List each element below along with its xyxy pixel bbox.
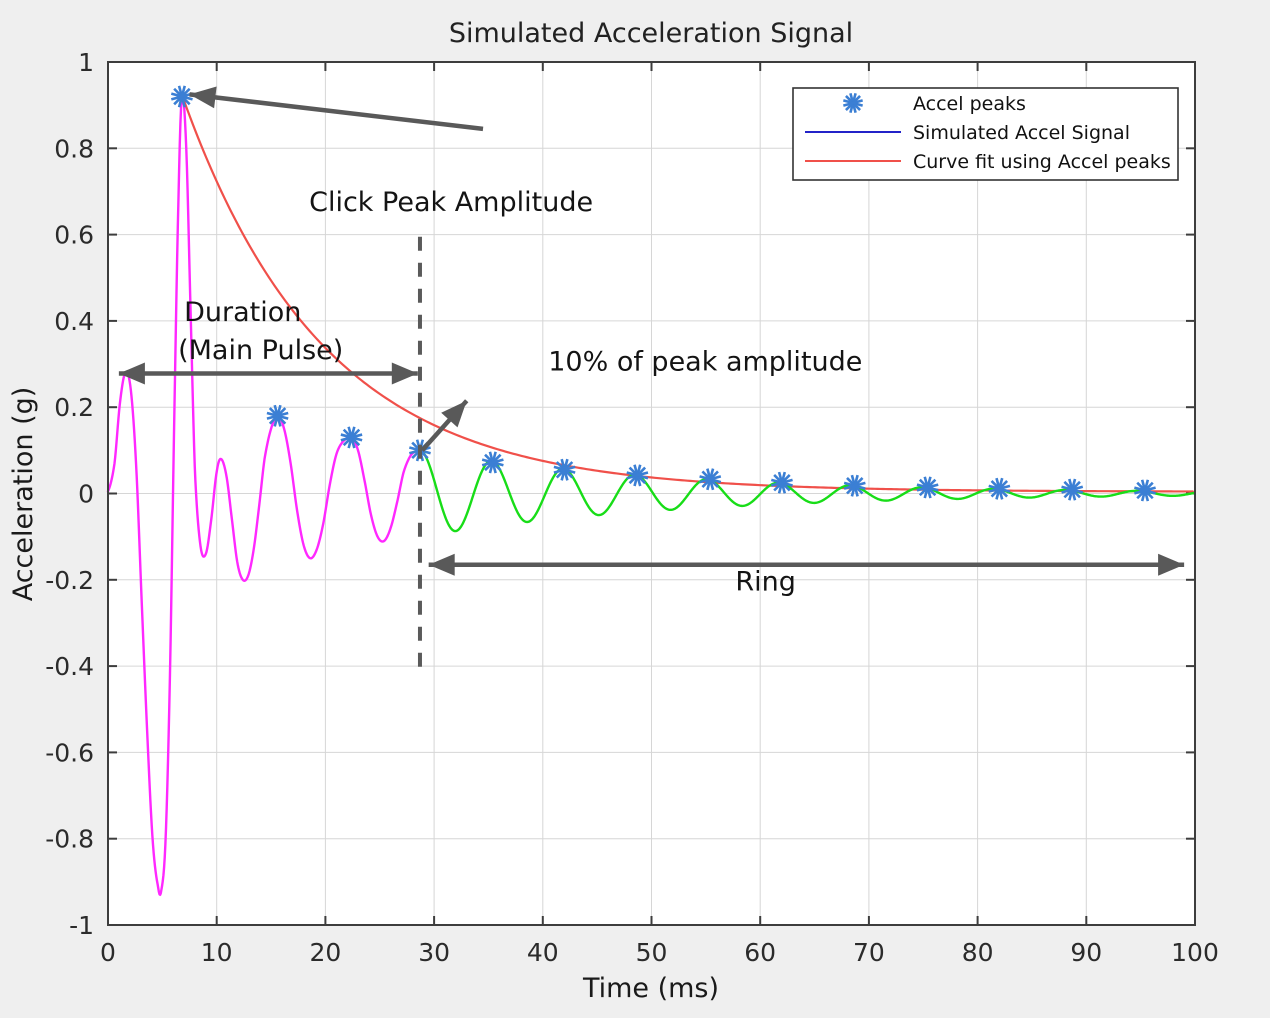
x-axis-label: Time (ms)	[582, 973, 719, 1004]
accel-peak-markers	[170, 85, 1156, 502]
y-tick-label: -0.8	[45, 825, 94, 854]
accel-peak-marker	[1134, 479, 1156, 502]
accel-peak-marker	[266, 404, 289, 427]
accel-peak-marker	[843, 474, 866, 497]
legend-item[interactable]: Curve fit using Accel peaks	[805, 151, 1171, 173]
annotation-ten-percent-peak: 10% of peak amplitude	[420, 347, 862, 452]
x-tick-label: 30	[418, 938, 450, 967]
accel-peak-marker	[988, 477, 1011, 500]
arrow-head	[391, 362, 418, 385]
x-tick-label: 20	[309, 938, 341, 967]
x-tick-label: 70	[853, 938, 885, 967]
x-tick-label: 80	[962, 938, 994, 967]
y-axis-tick-labels: -1 -0.8 -0.6 -0.4 -0.2 0 0.2 0.4 0.6 0.8 1	[45, 48, 94, 940]
accel-peak-marker	[1061, 478, 1084, 501]
x-tick-label: 60	[744, 938, 776, 967]
accel-peak-marker	[553, 458, 576, 481]
chart-title: Simulated Acceleration Signal	[449, 18, 853, 49]
y-tick-label: 0.8	[54, 134, 94, 163]
legend-item[interactable]: Simulated Accel Signal	[805, 122, 1130, 144]
annotation-click-peak-amplitude: Click Peak Amplitude	[189, 86, 593, 218]
annotations-layer: Click Peak Amplitude Duration (Main Pulse)…	[118, 86, 1185, 598]
legend-label: Curve fit using Accel peaks	[913, 151, 1171, 173]
arrow-head	[1158, 553, 1185, 576]
arrow-shaft	[189, 92, 484, 132]
y-tick-label: 1	[78, 48, 94, 77]
data-series-layer	[106, 93, 1196, 896]
curve-fit-path	[180, 93, 1194, 493]
annotation-duration-main-pulse: Duration (Main Pulse)	[118, 297, 418, 385]
ring-signal-path	[418, 449, 1196, 533]
annotation-ring: Ring	[428, 553, 1185, 598]
accel-peak-marker	[770, 471, 793, 494]
annotation-label: 10% of peak amplitude	[548, 347, 862, 378]
x-tick-label: 90	[1070, 938, 1102, 967]
legend-item[interactable]: Accel peaks	[843, 93, 1026, 115]
x-tick-label: 0	[100, 938, 116, 967]
accel-peak-marker	[916, 476, 939, 499]
annotation-label: Duration	[184, 297, 301, 328]
y-tick-label: -0.2	[45, 566, 94, 595]
x-tick-label: 10	[201, 938, 233, 967]
x-axis-tick-labels: 0 10 20 30 40 50 60 70 80 90 100	[100, 938, 1219, 967]
accel-peak-marker	[340, 426, 363, 449]
y-tick-label: 0.2	[54, 393, 94, 422]
y-tick-label: 0.6	[54, 221, 94, 250]
plot-frame	[107, 61, 1196, 926]
annotation-label: Ring	[735, 567, 796, 598]
y-tick-label: 0.4	[54, 307, 94, 336]
x-tick-label: 100	[1171, 938, 1219, 967]
legend-label: Accel peaks	[913, 93, 1026, 115]
y-tick-label: 0	[78, 480, 94, 509]
annotation-label: Click Peak Amplitude	[309, 187, 593, 218]
legend-label: Simulated Accel Signal	[913, 122, 1130, 144]
legend-items: Accel peaks Simulated Accel Signal Curve f…	[805, 93, 1171, 173]
y-tick-label: -0.4	[45, 652, 94, 681]
main-pulse-signal-path	[106, 94, 421, 896]
accel-peak-marker	[170, 85, 193, 108]
y-axis-label: Acceleration (g)	[8, 387, 39, 602]
arrow-head	[189, 86, 217, 109]
y-tick-label: -0.6	[45, 738, 94, 767]
accel-peak-marker	[699, 468, 722, 491]
accel-peak-marker	[481, 451, 504, 474]
legend-marker-icon	[843, 93, 863, 113]
accel-peak-marker	[626, 464, 649, 487]
x-tick-label: 50	[636, 938, 668, 967]
arrow-head	[441, 400, 467, 428]
chart-legend[interactable]: Accel peaks Simulated Accel Signal Curve f…	[792, 87, 1179, 181]
y-tick-label: -1	[69, 911, 94, 940]
x-tick-label: 40	[527, 938, 559, 967]
arrow-head	[118, 362, 145, 385]
annotation-label-line2: (Main Pulse)	[178, 335, 343, 366]
arrow-head	[428, 553, 455, 576]
